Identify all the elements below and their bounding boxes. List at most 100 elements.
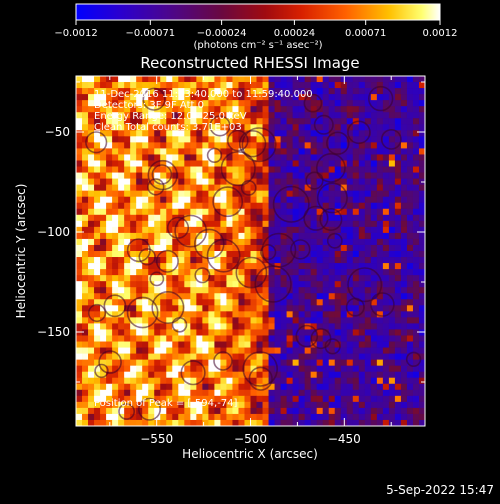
image-pixel — [196, 142, 203, 149]
image-pixel — [184, 317, 191, 324]
image-pixel — [160, 88, 167, 95]
image-pixel — [142, 244, 149, 252]
image-pixel — [76, 136, 83, 143]
image-pixel — [232, 311, 239, 318]
image-pixel — [304, 389, 312, 397]
image-pixel — [130, 232, 137, 240]
image-pixel — [316, 353, 324, 361]
image-pixel — [358, 142, 366, 149]
image-pixel — [130, 166, 137, 173]
image-pixel — [214, 335, 221, 342]
image-pixel — [358, 220, 366, 228]
image-pixel — [364, 323, 372, 330]
image-pixel — [346, 82, 354, 89]
image-pixel — [328, 311, 336, 318]
image-pixel — [388, 305, 396, 312]
image-pixel — [142, 275, 149, 282]
image-pixel — [334, 419, 342, 426]
image-pixel — [166, 323, 173, 330]
contour-ring — [319, 208, 343, 232]
image-pixel — [262, 305, 269, 312]
image-pixel — [106, 82, 113, 89]
image-pixel — [274, 407, 281, 415]
image-pixel — [400, 419, 408, 426]
image-pixel — [100, 371, 107, 379]
image-pixel — [136, 371, 143, 379]
image-pixel — [370, 124, 378, 131]
image-pixel — [202, 287, 209, 294]
image-pixel — [118, 251, 125, 258]
image-pixel — [136, 208, 143, 216]
image-pixel — [268, 208, 275, 216]
image-pixel — [322, 251, 330, 258]
image-pixel — [106, 178, 113, 186]
image-pixel — [190, 299, 197, 306]
image-pixel — [358, 371, 366, 379]
image-pixel — [88, 244, 95, 252]
image-pixel — [82, 238, 89, 246]
image-pixel — [274, 178, 281, 186]
image-pixel — [88, 263, 95, 270]
image-pixel — [316, 299, 324, 306]
image-pixel — [142, 281, 149, 288]
image-pixel — [298, 112, 306, 119]
image-pixel — [124, 124, 131, 131]
image-pixel — [322, 160, 330, 167]
image-pixel — [388, 196, 396, 204]
image-pixel — [184, 160, 191, 167]
image-pixel — [130, 269, 137, 276]
image-pixel — [238, 377, 245, 385]
image-pixel — [328, 293, 336, 300]
image-pixel — [178, 263, 185, 270]
image-pixel — [298, 305, 306, 312]
image-pixel — [94, 196, 101, 204]
image-pixel — [244, 407, 251, 415]
image-pixel — [118, 407, 125, 415]
image-pixel — [406, 154, 414, 161]
image-pixel — [220, 365, 227, 373]
image-pixel — [160, 287, 167, 294]
image-pixel — [412, 190, 420, 198]
image-pixel — [394, 275, 402, 282]
image-pixel — [268, 341, 275, 348]
image-pixel — [232, 172, 239, 179]
image-pixel — [340, 232, 348, 240]
image-pixel — [370, 142, 378, 149]
image-pixel — [418, 251, 425, 258]
image-pixel — [370, 220, 378, 228]
chart-title: Reconstructed RHESSI Image — [140, 54, 359, 72]
image-pixel — [244, 269, 251, 276]
image-pixel — [400, 232, 408, 240]
image-pixel — [160, 317, 167, 324]
image-pixel — [328, 238, 336, 246]
image-pixel — [388, 275, 396, 282]
image-pixel — [280, 323, 288, 330]
image-pixel — [370, 226, 378, 234]
image-pixel — [364, 293, 372, 300]
image-pixel — [286, 407, 294, 415]
image-pixel — [142, 160, 149, 167]
image-pixel — [154, 287, 161, 294]
image-pixel — [178, 226, 185, 234]
image-pixel — [88, 407, 95, 415]
image-pixel — [352, 383, 360, 391]
image-pixel — [286, 371, 294, 379]
image-pixel — [172, 341, 179, 348]
image-pixel — [376, 365, 384, 373]
image-pixel — [142, 317, 149, 324]
image-pixel — [94, 154, 101, 161]
image-pixel — [256, 263, 263, 270]
image-pixel — [232, 154, 239, 161]
image-pixel — [208, 305, 215, 312]
image-pixel — [292, 196, 300, 204]
image-pixel — [394, 353, 402, 361]
image-pixel — [352, 130, 360, 137]
image-pixel — [238, 287, 245, 294]
image-pixel — [124, 160, 131, 167]
image-pixel — [280, 238, 288, 246]
image-pixel — [82, 275, 89, 282]
image-pixel — [286, 263, 294, 270]
image-pixel — [412, 347, 420, 354]
contour-ring — [345, 297, 365, 317]
image-pixel — [232, 220, 239, 228]
